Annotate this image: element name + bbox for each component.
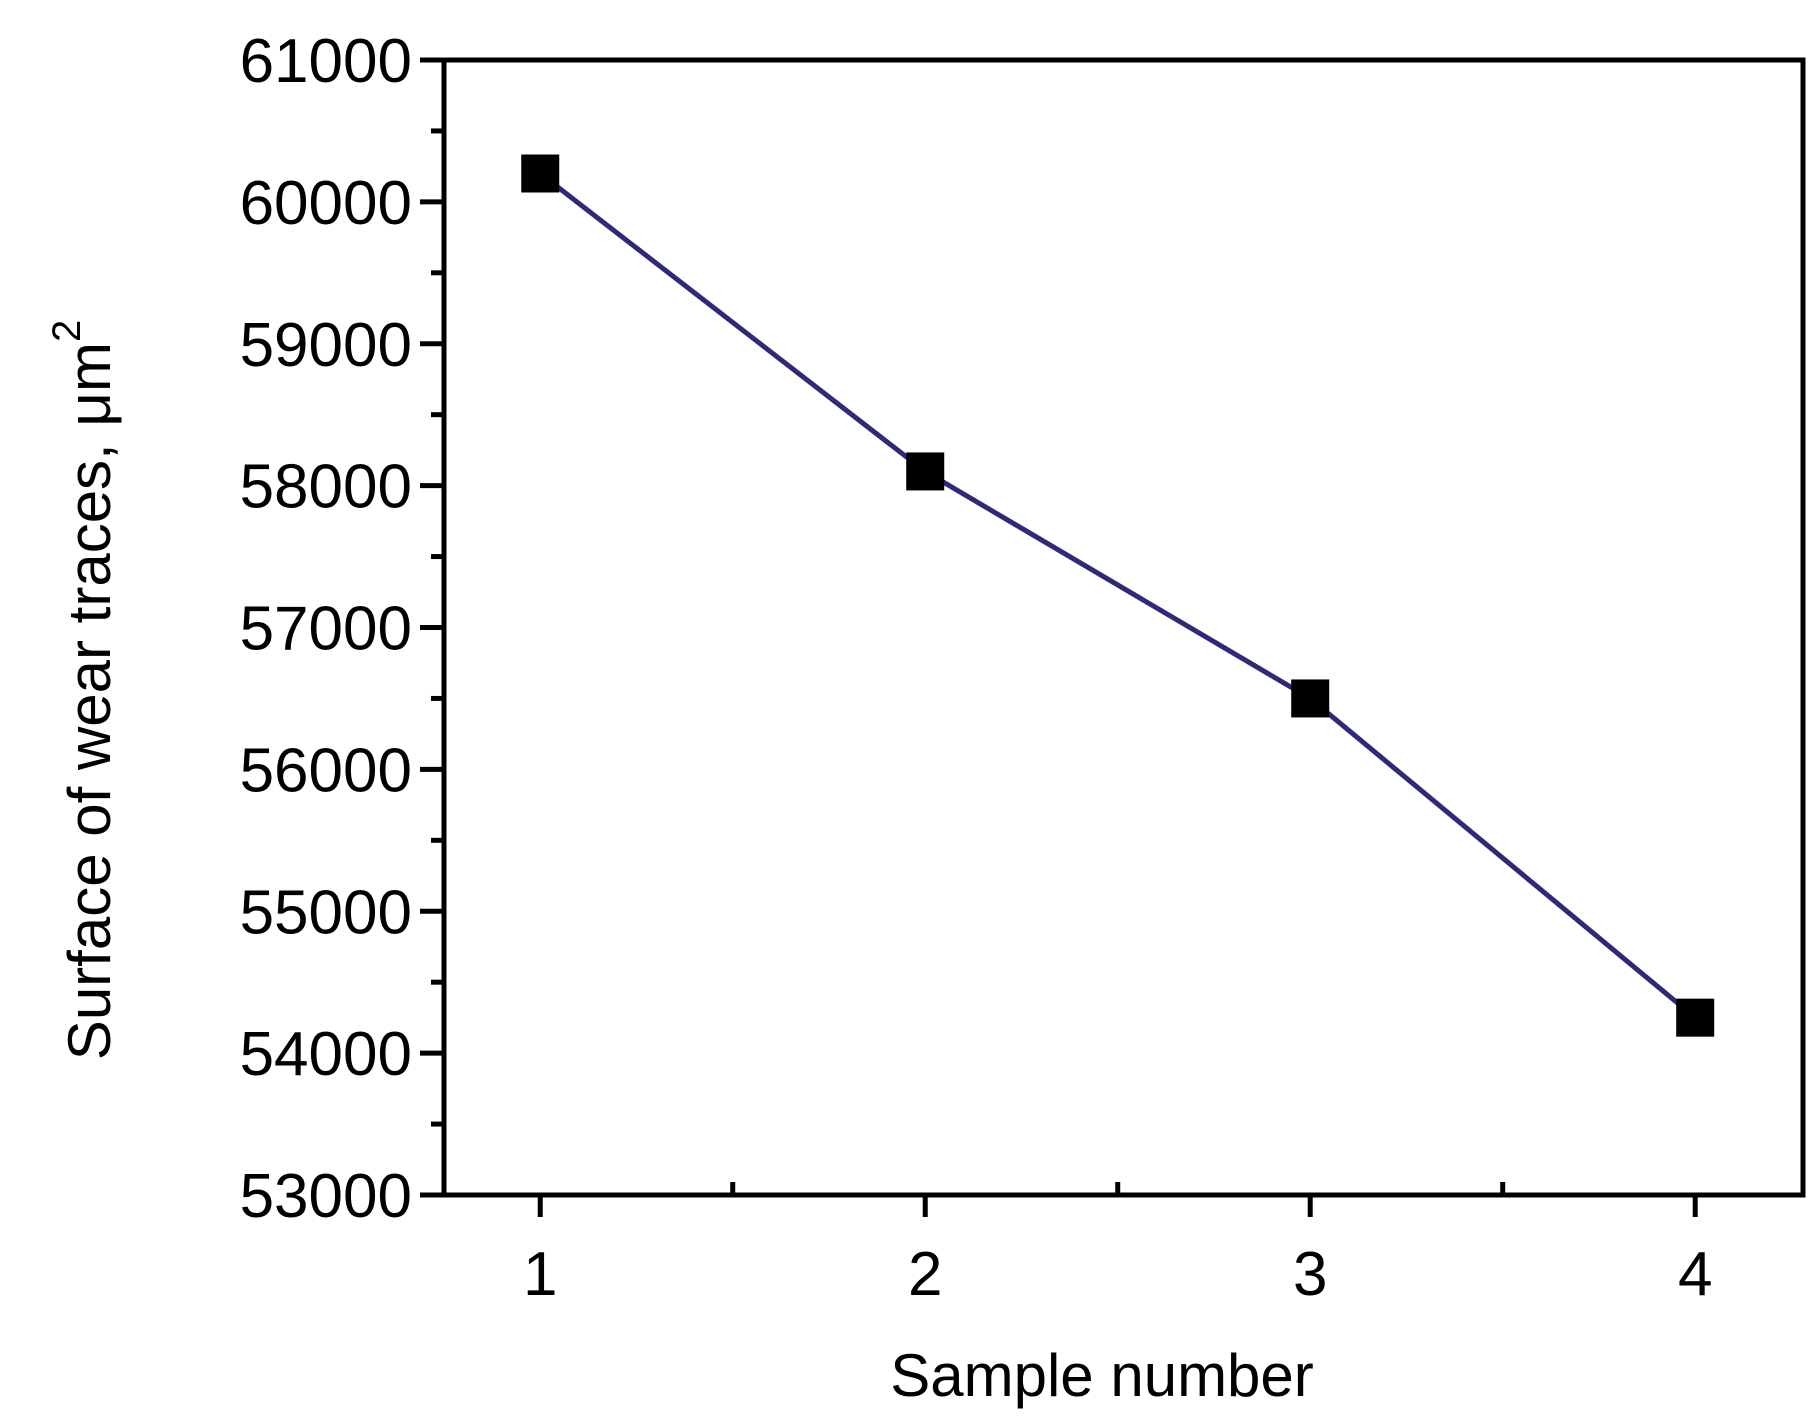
x-tick-label: 3 [1293,1240,1327,1309]
data-point-marker [1676,998,1715,1037]
x-tick-label: 2 [908,1240,942,1309]
x-axis-title: Sample number [890,1342,1314,1409]
y-tick-label: 59000 [240,311,412,380]
y-axis-title: Surface of wear traces, μm2 [45,320,123,1060]
y-tick-label: 58000 [240,453,412,522]
series-line [538,171,1697,1020]
data-point-marker [1291,679,1330,718]
x-axis: 1 2 3 4 [523,1182,1712,1309]
y-axis-title-text: Surface of wear traces, μm [56,342,123,1060]
x-tick-label: 4 [1678,1240,1712,1309]
y-tick-label: 56000 [240,736,412,805]
data-point-marker [521,154,560,193]
y-tick-label: 61000 [240,27,412,96]
y-tick-label: 53000 [240,1162,412,1231]
plot-frame [441,57,1806,1198]
series [521,154,1715,1037]
y-axis: 53000 54000 55000 56000 57000 58000 59000 60000… [240,27,444,1231]
y-tick-label: 54000 [240,1020,412,1089]
data-point-marker [906,452,945,491]
x-tick-label: 1 [523,1240,557,1309]
y-tick-label: 57000 [240,595,412,664]
y-tick-label: 60000 [240,169,412,238]
y-axis-title-superscript: 2 [45,320,89,342]
y-tick-label: 55000 [240,878,412,947]
plot-area-frame [441,57,1806,1198]
